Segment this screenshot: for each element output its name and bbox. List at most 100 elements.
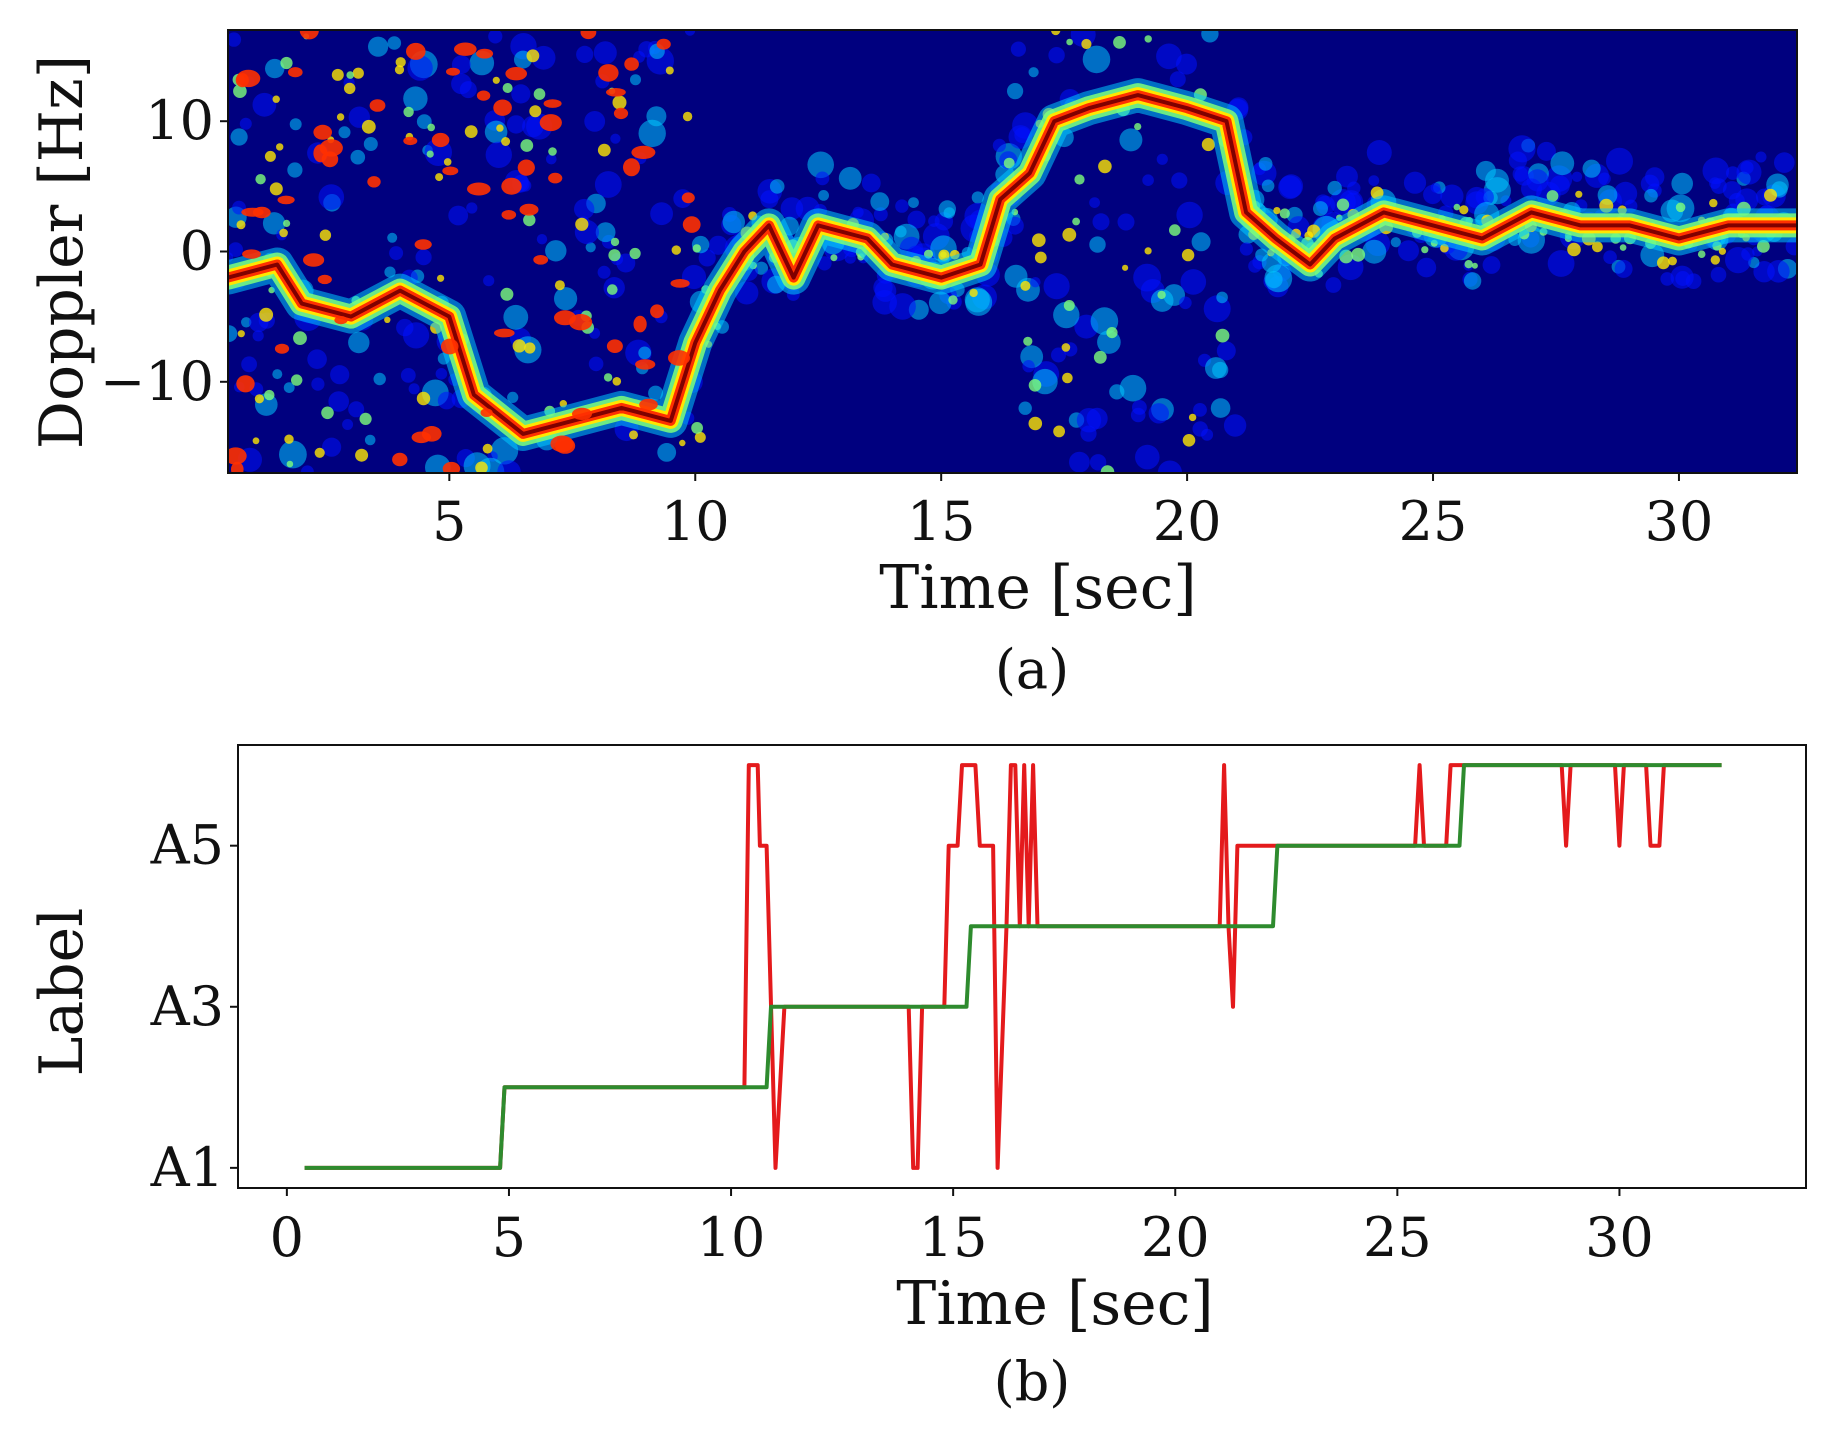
spectrogram-speckle	[608, 249, 621, 262]
spectrogram-speckle	[1182, 434, 1196, 447]
spectrogram-speckle	[1212, 361, 1229, 379]
label-plot-frame	[237, 744, 1807, 1189]
spectrogram-speckle	[241, 356, 257, 373]
spectrogram-hotspot	[406, 42, 426, 60]
spectrogram-speckle	[1702, 157, 1730, 185]
spectrogram-speckle	[264, 150, 276, 162]
spectrogram-speckle	[437, 274, 445, 282]
spectrogram-speckle	[403, 322, 430, 349]
spectrogram-speckle	[520, 139, 534, 152]
spectrogram-hotspot	[572, 407, 592, 420]
spectrogram-speckle	[1181, 248, 1195, 262]
spectrogram-speckle	[852, 206, 864, 218]
x-tick-label: 25	[1399, 490, 1468, 553]
spectrogram-speckle	[1089, 454, 1107, 471]
x-tick-label: 15	[919, 1206, 988, 1269]
spectrogram-speckle	[971, 191, 984, 204]
spectrogram-speckle	[1722, 181, 1742, 200]
spectrogram-speckle	[230, 128, 248, 146]
spectrogram-speckle	[548, 147, 557, 156]
spectrogram-speckle	[1603, 250, 1617, 264]
spectrogram-speckle	[501, 137, 511, 146]
spectrogram-hotspot	[288, 67, 303, 78]
spectrogram-speckle	[503, 304, 529, 330]
spectrogram-speckle	[1210, 398, 1231, 418]
spectrogram-hotspot	[467, 182, 491, 196]
spectrogram-speckle	[597, 143, 611, 157]
spectrogram-speckle	[276, 143, 284, 151]
spectrogram-hotspot	[299, 30, 319, 40]
spectrogram-hotspot	[533, 254, 549, 265]
spectrogram-hotspot	[633, 315, 647, 333]
spectrogram-speckle	[665, 66, 674, 75]
spectrogram-speckle	[437, 391, 456, 410]
spectrogram-speckle	[646, 106, 667, 127]
spectrogram-speckle	[679, 439, 686, 447]
spectrogram-hotspot	[236, 375, 255, 393]
y-tick-label: A1	[150, 1136, 224, 1199]
spectrogram-speckle	[1051, 30, 1061, 36]
spectrogram-speckle	[1464, 260, 1473, 269]
x-tick-label: 10	[697, 1206, 766, 1269]
spectrogram-speckle	[1043, 273, 1070, 300]
spectrogram-hotspot	[613, 107, 629, 120]
spectrogram-speckle	[1471, 262, 1478, 269]
spectrogram-speckle	[1022, 360, 1035, 373]
spectrogram-hotspot	[539, 114, 562, 132]
spectrogram-speckle	[415, 249, 432, 266]
spectrogram-speckle	[1671, 172, 1693, 195]
spectrogram-speckle	[1718, 247, 1726, 255]
spectrogram-speckle	[708, 235, 728, 255]
spectrogram-speckle	[1546, 190, 1559, 202]
spectrogram-speckle	[1571, 171, 1583, 182]
spectrogram-speckle	[1216, 341, 1236, 361]
spectrogram-speckle	[241, 317, 252, 328]
spectrogram-hotspot	[623, 158, 640, 177]
spectrogram-hotspot	[442, 461, 461, 473]
spectrogram-speckle	[895, 199, 909, 213]
spectrogram-speckle	[698, 249, 716, 267]
spectrogram-speckle	[355, 448, 369, 462]
spectrogram-speckle	[870, 192, 890, 212]
spectrogram-speckle	[754, 261, 769, 275]
spectrogram-speckle	[322, 437, 342, 457]
spectrogram-speckle	[684, 30, 696, 36]
spectrogram-speckle	[1248, 259, 1262, 273]
spectrogram-speckle	[1100, 465, 1115, 473]
spectrogram-speckle	[464, 125, 478, 138]
spectrogram-hotspot	[494, 328, 515, 338]
spectrogram-speckle	[1150, 289, 1174, 312]
spectrogram-speckle	[1119, 374, 1147, 402]
spectrogram-speckle	[1010, 41, 1026, 57]
spectrogram-speckle	[638, 119, 666, 148]
spectrogram-speckle	[1156, 43, 1182, 70]
spectrogram-speckle	[1614, 259, 1633, 278]
spectrogram-speckle	[1710, 266, 1727, 283]
spectrogram-speckle	[1421, 246, 1429, 254]
spectrogram-speckle	[228, 32, 242, 47]
spectrogram-speckle	[545, 240, 567, 262]
spectrogram-speckle	[1440, 184, 1464, 208]
spectrogram-hotspot	[303, 253, 325, 267]
spectrogram-speckle	[1072, 217, 1080, 226]
spectrogram-speckle	[1403, 171, 1427, 194]
spectrogram-speckle	[331, 68, 344, 81]
x-tick-label: 15	[907, 490, 976, 553]
spectrogram-hotspot	[580, 30, 597, 40]
spectrogram-speckle	[311, 377, 325, 391]
spectrogram-speckle	[287, 162, 303, 178]
spectrogram-speckle	[1171, 172, 1188, 189]
spectrogram-speckle	[507, 391, 519, 403]
spectrogram-speckle	[1547, 250, 1575, 277]
spectrogram-speckle	[1645, 167, 1665, 187]
spectrogram-speckle	[629, 430, 638, 440]
spectrogram-speckle	[1550, 151, 1575, 176]
spectrogram-speckle	[1169, 224, 1181, 236]
spectrogram-speckle	[1192, 421, 1208, 437]
spectrogram-speckle	[1142, 174, 1154, 186]
spectrogram-speckle	[928, 215, 940, 227]
spectrogram-speckle	[1062, 372, 1073, 384]
y-tick-label: 0	[180, 220, 214, 283]
spectrogram-speckle	[554, 280, 565, 291]
spectrogram-speckle	[584, 111, 606, 132]
